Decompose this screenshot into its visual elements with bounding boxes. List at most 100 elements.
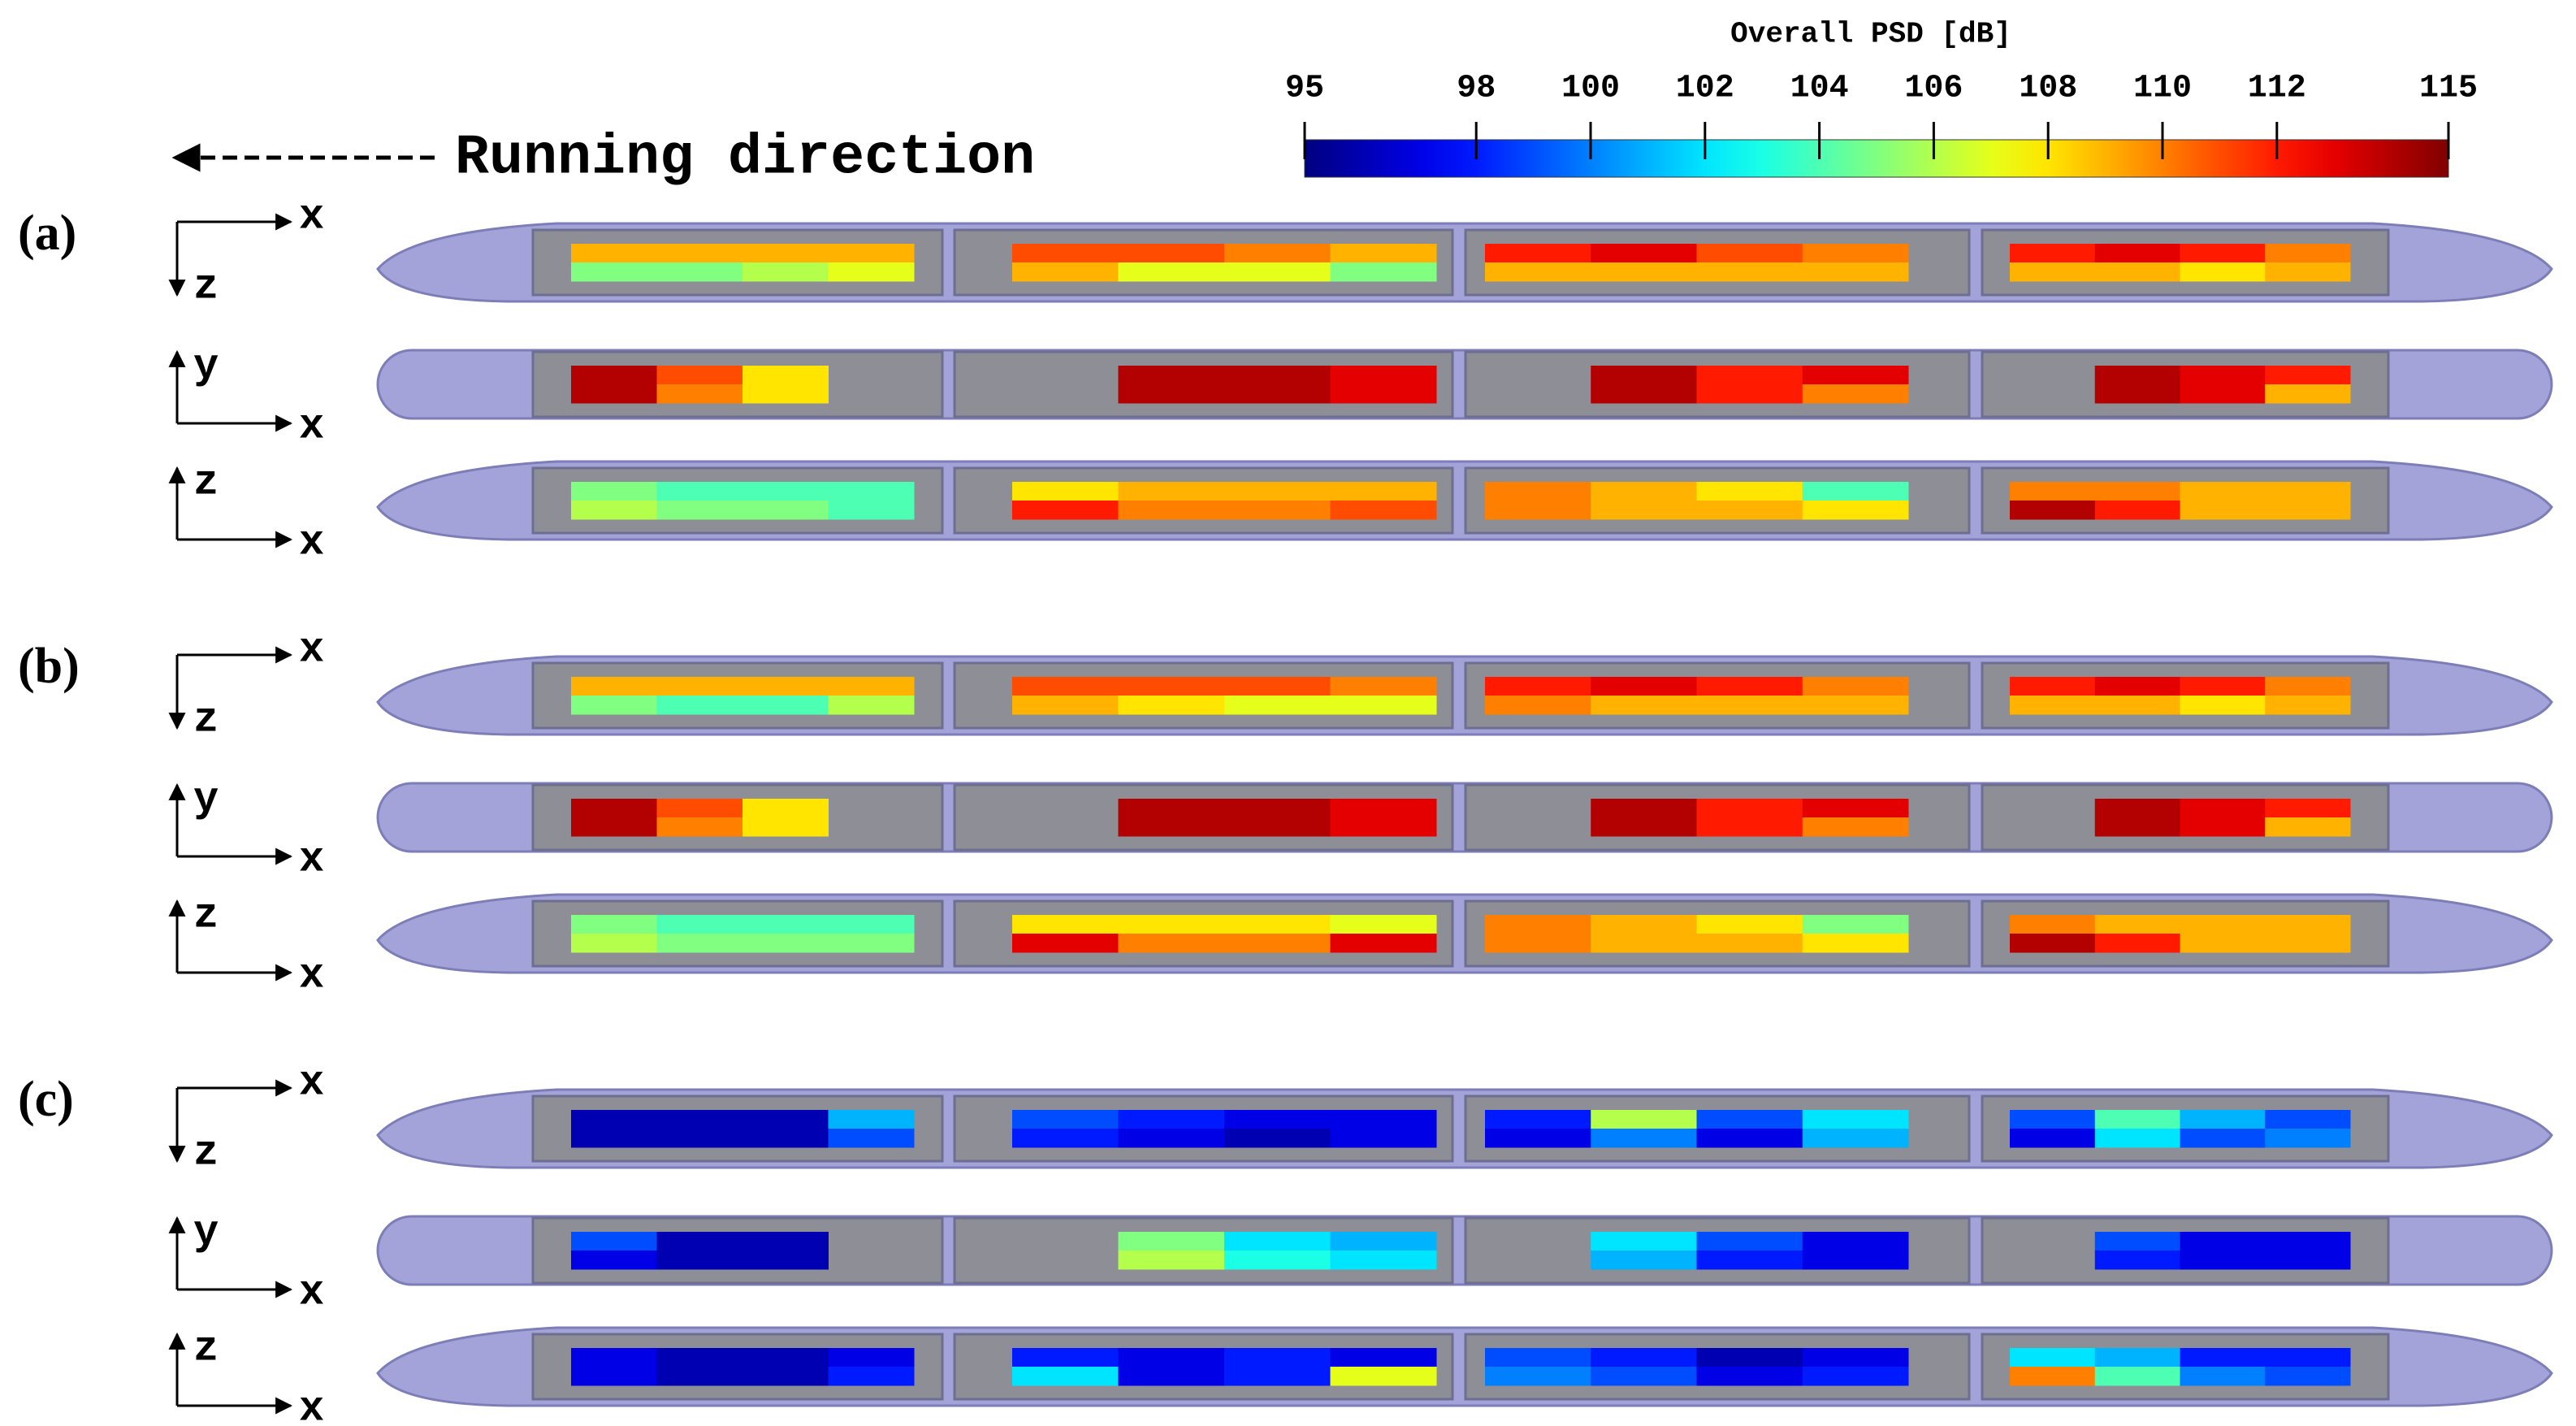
psd-cell	[1802, 482, 1909, 501]
psd-cell	[2180, 501, 2266, 520]
psd-cell	[742, 799, 829, 818]
psd-cell	[742, 1348, 829, 1367]
psd-cell	[2265, 696, 2351, 715]
psd-cell	[2180, 1250, 2266, 1270]
psd-cell	[1696, 262, 1803, 282]
psd-cell	[656, 244, 743, 263]
psd-cell	[1696, 384, 1803, 404]
psd-cell	[1330, 934, 1437, 953]
axis-label: x	[299, 1385, 324, 1426]
psd-cell	[1012, 696, 1119, 715]
psd-cell	[742, 696, 829, 715]
psd-cell	[1802, 262, 1909, 282]
psd-cell	[1330, 1367, 1437, 1386]
psd-cell	[1591, 934, 1697, 953]
psd-cell	[1802, 696, 1909, 715]
psd-cell	[1802, 244, 1909, 263]
psd-cell	[2180, 677, 2266, 696]
psd-cell	[1224, 501, 1331, 520]
psd-cell	[571, 1348, 657, 1367]
psd-cell	[656, 501, 743, 520]
psd-cell	[1118, 482, 1225, 501]
psd-cell	[656, 384, 743, 404]
psd-cell	[1118, 915, 1225, 934]
psd-cell	[571, 384, 657, 404]
psd-cell	[1485, 1348, 1591, 1367]
psd-cell	[2265, 799, 2351, 818]
psd-cell	[2094, 915, 2180, 934]
psd-cell	[1330, 1348, 1437, 1367]
psd-cell	[742, 1250, 829, 1270]
psd-cell	[1591, 677, 1697, 696]
psd-cell	[828, 915, 915, 934]
psd-cell	[1224, 1232, 1331, 1251]
psd-cell	[2094, 1367, 2180, 1386]
psd-cell	[1802, 677, 1909, 696]
psd-cell	[656, 915, 743, 934]
colorbar	[1304, 139, 2449, 178]
psd-cell	[1118, 384, 1225, 404]
psd-cell	[2094, 366, 2180, 385]
psd-cell	[2094, 1129, 2180, 1148]
psd-cell	[656, 1110, 743, 1129]
psd-cell	[2265, 677, 2351, 696]
psd-cell	[742, 1110, 829, 1129]
psd-cell	[1012, 262, 1119, 282]
psd-cell	[1591, 1348, 1697, 1367]
psd-cell	[2010, 1348, 2096, 1367]
axis-label: z	[193, 459, 219, 507]
psd-cell	[2094, 677, 2180, 696]
psd-cell	[1224, 1110, 1331, 1129]
psd-cell	[1224, 799, 1331, 818]
psd-cell	[2265, 244, 2351, 263]
psd-cell	[1696, 934, 1803, 953]
psd-cell	[1330, 696, 1437, 715]
psd-cell	[571, 1129, 657, 1148]
psd-cell	[1696, 244, 1803, 263]
psd-cell	[1485, 1110, 1591, 1129]
psd-cell	[1591, 501, 1697, 520]
psd-cell	[1118, 1348, 1225, 1367]
psd-cell	[2010, 244, 2096, 263]
psd-cell	[656, 482, 743, 501]
psd-cell	[2094, 501, 2180, 520]
psd-cell	[1330, 244, 1437, 263]
psd-cell	[656, 1232, 743, 1251]
psd-cell	[1802, 915, 1909, 934]
psd-cell	[2094, 1348, 2180, 1367]
psd-cell	[828, 482, 915, 501]
psd-cell	[1012, 244, 1119, 263]
psd-cell	[656, 1348, 743, 1367]
psd-cell	[1485, 677, 1591, 696]
psd-cell	[2180, 799, 2266, 818]
psd-cell	[2094, 817, 2180, 837]
psd-cell	[1485, 501, 1591, 520]
psd-cell	[828, 1110, 915, 1129]
psd-cell	[1012, 1129, 1119, 1148]
psd-cell	[1224, 482, 1331, 501]
psd-cell	[571, 1110, 657, 1129]
psd-cell	[2265, 915, 2351, 934]
psd-cell	[828, 696, 915, 715]
psd-cell	[2265, 384, 2351, 404]
psd-cell	[1330, 366, 1437, 385]
psd-cell	[2010, 482, 2096, 501]
psd-cell	[1012, 501, 1119, 520]
psd-cell	[1118, 696, 1225, 715]
psd-cell	[2265, 1250, 2351, 1270]
psd-cell	[1118, 817, 1225, 837]
psd-cell	[2265, 1110, 2351, 1129]
psd-cell	[1696, 1348, 1803, 1367]
psd-cell	[1330, 501, 1437, 520]
psd-cell	[1802, 799, 1909, 818]
psd-cell	[828, 501, 915, 520]
psd-cell	[2180, 384, 2266, 404]
psd-cell	[2010, 501, 2096, 520]
psd-cell	[571, 677, 657, 696]
colorbar-tick-label: 108	[2019, 71, 2077, 107]
psd-cell	[2180, 817, 2266, 837]
psd-cell	[1591, 1232, 1697, 1251]
psd-cell	[1118, 1232, 1225, 1251]
psd-cell	[1330, 915, 1437, 934]
colorbar-tick-label: 100	[1561, 71, 1620, 107]
